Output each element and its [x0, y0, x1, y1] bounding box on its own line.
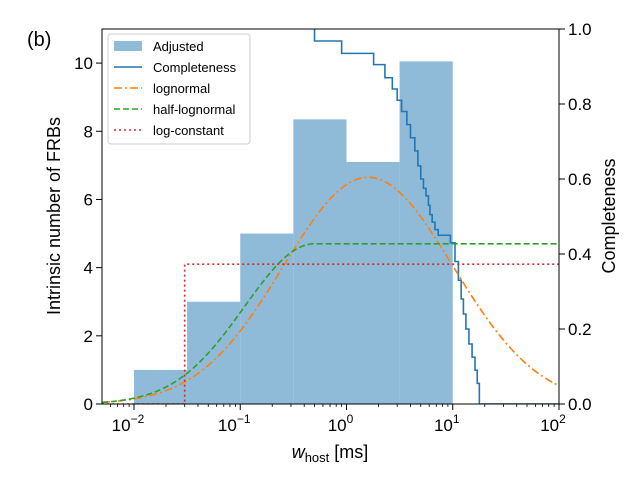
legend-label-1: Completeness — [153, 60, 237, 75]
legend: Adjusted Completeness lognormal half-lognor… — [107, 33, 251, 145]
x-tick-label-2: 100 — [328, 412, 354, 435]
x-axis-label-sub: host — [305, 450, 330, 465]
x-tick-label-1: 10−1 — [218, 412, 251, 435]
y-axis-right-label: Completeness — [599, 158, 619, 273]
completeness-line — [313, 29, 559, 404]
y-right-tick-label-0: 0.0 — [568, 395, 592, 414]
x-tick-label-3: 101 — [434, 412, 460, 435]
legend-label-0: Adjusted — [153, 39, 204, 54]
x-axis-label: whost [ms] — [292, 442, 369, 465]
y-left-tick-label-0: 0 — [84, 395, 93, 414]
y-axis-left-label: Intrinsic number of FRBs — [44, 117, 64, 315]
plot-frame — [101, 28, 560, 405]
y-right-tick-label-3: 0.6 — [568, 170, 592, 189]
y-right-tick-label-4: 0.8 — [568, 95, 592, 114]
y-left-tick-label-3: 6 — [84, 190, 93, 209]
histogram-bar-2 — [240, 233, 294, 404]
y-right-tick-label-2: 0.4 — [568, 245, 592, 264]
x-axis-label-main: w — [292, 442, 306, 462]
legend-label-3: half-lognormal — [153, 102, 235, 117]
y-right-tick-label-5: 1.0 — [568, 20, 592, 39]
axis-ticks: 10−2 10−1 100 101 102 0 2 4 6 8 10 0.0 0.2 0.4 0.6 0.8 1… — [74, 20, 592, 435]
histogram-bar-3 — [293, 119, 347, 404]
histogram-bar-1 — [187, 301, 241, 404]
lognormal-line — [102, 176, 559, 404]
histogram-bar-4 — [346, 161, 400, 404]
legend-label-2: lognormal — [153, 81, 210, 96]
y-left-tick-label-4: 8 — [84, 122, 93, 141]
histogram-bars — [133, 61, 453, 404]
legend-swatch-0 — [114, 41, 142, 51]
legend-label-4: log-constant — [153, 123, 224, 138]
y-left-tick-label-2: 4 — [84, 259, 93, 278]
histogram-bar-5 — [399, 61, 453, 404]
model-curves — [102, 29, 559, 404]
y-right-tick-label-1: 0.2 — [568, 320, 592, 339]
legend-box — [107, 33, 251, 145]
x-tick-label-4: 102 — [540, 412, 566, 435]
histogram-bar-0 — [133, 369, 188, 404]
x-tick-label-0: 10−2 — [112, 412, 145, 435]
y-left-tick-label-1: 2 — [84, 327, 93, 346]
half-lognormal-line — [102, 242, 559, 404]
panel-label: (b) — [27, 29, 51, 51]
y-left-tick-label-5: 10 — [74, 54, 93, 73]
x-axis-label-unit: [ms] — [329, 442, 368, 462]
